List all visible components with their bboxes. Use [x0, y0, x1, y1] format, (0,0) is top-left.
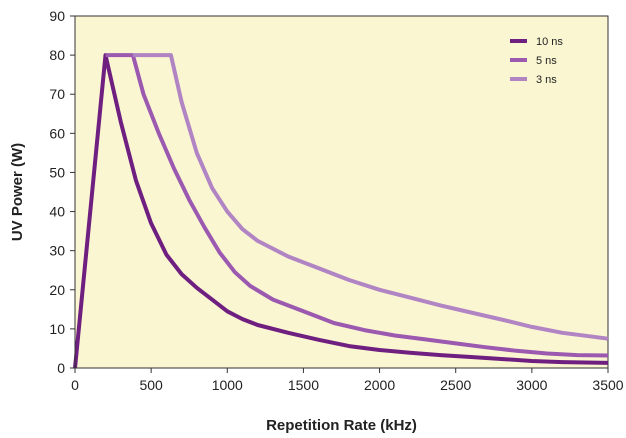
- series-layer: [73, 53, 609, 369]
- x-tick-label: 1000: [212, 377, 243, 393]
- y-tick-label: 0: [57, 360, 65, 376]
- series-line-2: [105, 53, 609, 358]
- legend-label-2: 5 ns: [536, 55, 557, 67]
- y-tick-label: 30: [49, 243, 65, 259]
- y-tick-label: 40: [49, 204, 65, 220]
- legend: 10 ns 5 ns 3 ns: [510, 36, 563, 86]
- y-tick-label: 90: [49, 8, 65, 24]
- x-tick-label: 2000: [364, 377, 395, 393]
- x-axis-title: Repetition Rate (kHz): [266, 417, 417, 434]
- y-tick-label: 80: [49, 47, 65, 63]
- x-tick-label: 0: [71, 377, 79, 393]
- x-tick-label: 3500: [592, 377, 623, 393]
- y-tick-label: 20: [49, 282, 65, 298]
- y-tick-label: 10: [49, 321, 65, 337]
- y-tick-label: 60: [49, 125, 65, 141]
- y-axis-title: UV Power (W): [9, 143, 26, 241]
- plot-area: [74, 15, 609, 369]
- axes-layer: 0 500 1000 1500 2000 2500 3000 3500 0 10 20 30 40 50 6…: [49, 8, 623, 393]
- x-tick-label: 500: [139, 377, 163, 393]
- y-tick-label: 50: [49, 164, 65, 180]
- series-line-1: [73, 53, 609, 369]
- x-tick-label: 2500: [440, 377, 471, 393]
- legend-label-3: 3 ns: [536, 74, 557, 86]
- x-tick-label: 3000: [516, 377, 547, 393]
- y-tick-label: 70: [49, 86, 65, 102]
- series-line-3: [132, 53, 609, 341]
- x-tick-label: 1500: [288, 377, 319, 393]
- legend-label-1: 10 ns: [536, 36, 563, 48]
